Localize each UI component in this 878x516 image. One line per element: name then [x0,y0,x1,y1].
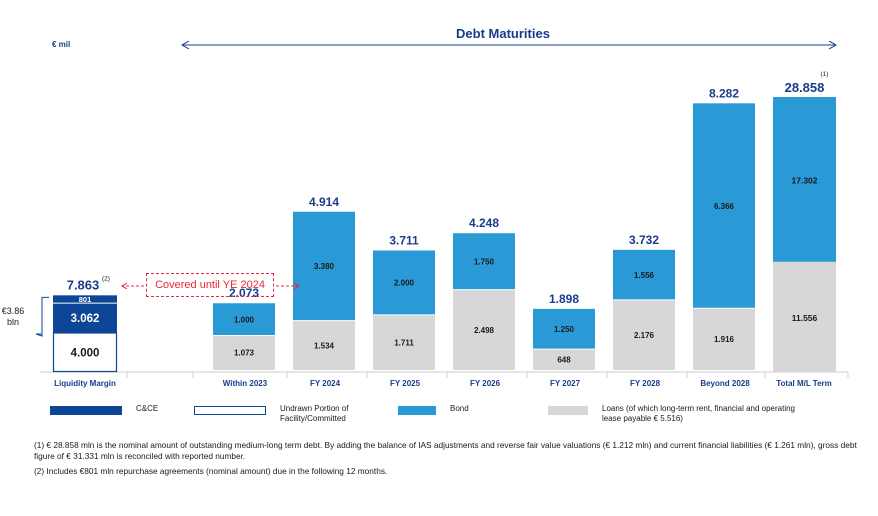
legend-swatch-bond [398,406,436,415]
bar-loans-mat-3 [453,289,515,370]
label-loans-total-ml: 11.556 [792,313,818,323]
label-liquidity-repo: 801 [79,295,92,304]
total-total-ml: 28.858 [785,80,825,95]
bar-loans-mat-0 [213,335,275,370]
bar-loans-total-ml [773,261,836,372]
legend-label-bond: Bond [450,404,469,413]
label-loans-mat-2: 1.711 [394,338,414,347]
label-bond-mat-1: 3.380 [314,262,335,271]
label-loans-mat-1: 1.534 [314,341,335,350]
footnote-1: (1) € 28.858 mln is the nominal amount o… [34,440,857,461]
footnote-2: (2) Includes €801 mln repurchase agreeme… [34,466,388,476]
label-loans-mat-6: 1.916 [714,335,735,344]
x-tick-label-4: FY 2026 [470,379,501,388]
legend-label-undrawn: Undrawn Portion of Facility/Committed [280,404,349,423]
covered-callout: Covered until YE 2024 [146,273,274,297]
x-tick-label-7: Beyond 2028 [700,379,750,388]
label-bond-mat-2: 2.000 [394,279,415,288]
bar-loans-mat-4 [533,349,595,370]
legend-swatch-loans [548,406,588,415]
bar-bond-mat-1 [293,211,355,321]
bar-loans-mat-6 [693,308,755,370]
total-mat-2: 3.711 [389,234,419,248]
label-liquidity-undrawn: 4.000 [71,348,100,360]
label-bond-mat-5: 1.556 [634,271,655,280]
label-loans-mat-4: 648 [557,356,571,365]
label-bond-mat-3: 1.750 [474,257,495,266]
label-bond-total-ml: 17.302 [792,175,818,185]
label-bond-mat-4: 1.250 [554,325,575,334]
note-ref-total-ml: (1) [821,71,829,78]
x-tick-label-8: Total M/L Term [776,379,832,388]
chart-title: Debt Maturities [456,26,550,41]
legend-swatch-cce [50,406,122,415]
liquidity-bracket [35,296,49,337]
label-loans-mat-5: 2.176 [634,331,655,340]
bar-bond-mat-2 [373,250,435,315]
bar-bond-mat-6 [693,103,755,309]
label-liquidity-cce: 3.062 [71,313,100,325]
bar-liquidity-cce [53,303,117,333]
legend-label-loans: Loans (of which long-term rent, financia… [602,404,795,423]
x-tick-label-5: FY 2027 [550,379,581,388]
bar-bond-mat-5 [613,249,675,300]
total-mat-1: 4.914 [309,195,339,209]
liquidity-bracket-label: €3.86 bln [1,306,25,327]
bar-bond-total-ml [773,97,836,262]
bar-liquidity-repo [53,295,117,304]
bar-loans-mat-2 [373,314,435,370]
legend-label-cce: C&CE [136,404,159,413]
total-mat-3: 4.248 [469,216,499,230]
bar-bond-mat-4 [533,308,595,350]
bar-loans-mat-5 [613,299,675,370]
unit-label: € mil [52,40,71,49]
bar-liquidity-undrawn [52,332,118,373]
label-loans-mat-0: 1.073 [234,349,255,358]
total-mat-6: 8.282 [709,86,739,100]
label-bond-mat-6: 6.366 [714,202,735,211]
x-tick-label-3: FY 2025 [390,379,421,388]
bar-loans-mat-1 [293,320,355,370]
x-tick-label-0: Liquidity Margin [54,379,116,388]
bar-bond-mat-3 [453,233,515,290]
x-tick-label-6: FY 2028 [630,379,661,388]
total-mat-5: 3.732 [629,233,659,247]
x-tick-label-2: FY 2024 [310,379,341,388]
total-mat-4: 1.898 [549,292,579,306]
label-bond-mat-0: 1.000 [234,315,255,324]
legend-swatch-undrawn [194,406,266,415]
legend-bond: Bond [398,404,469,415]
legend-cce: C&CE [50,404,158,415]
note-ref-liquidity: (2) [102,275,110,282]
legend-loans: Loans (of which long-term rent, financia… [548,404,812,424]
footnotes: (1) € 28.858 mln is the nominal amount o… [34,440,874,481]
bar-bond-mat-0 [213,303,275,336]
total-liquidity-margin: 7.863 [67,277,100,292]
legend-undrawn: Undrawn Portion of Facility/Committed [194,404,380,424]
label-loans-mat-3: 2.498 [474,326,495,335]
x-tick-label-1: Within 2023 [223,379,268,388]
